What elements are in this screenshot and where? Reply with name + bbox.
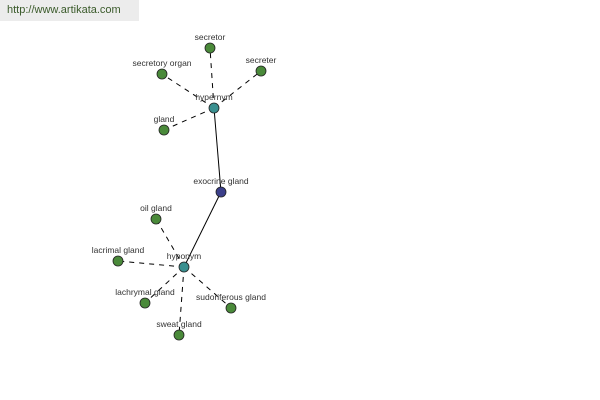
node-lacrimal-gland[interactable]: lacrimal gland	[92, 245, 145, 267]
node-label[interactable]: oil gland	[140, 203, 172, 213]
edge-hypernym-secreter	[213, 70, 262, 109]
node-circle[interactable]	[225, 302, 237, 314]
node-label[interactable]: secretor	[195, 32, 226, 42]
node-secretor[interactable]: secretor	[195, 32, 226, 54]
node-secreter[interactable]: secreter	[246, 55, 277, 77]
edge-hyponym-lachrymal_gland	[144, 266, 185, 304]
node-gland[interactable]: gland	[154, 114, 175, 136]
node-circle[interactable]	[112, 255, 124, 267]
node-circle[interactable]	[173, 329, 185, 341]
watermark-bar: http://www.artikata.com	[0, 0, 139, 21]
node-circle[interactable]	[178, 261, 190, 273]
node-circle[interactable]	[156, 68, 168, 80]
node-circle[interactable]	[208, 102, 220, 114]
node-circle[interactable]	[255, 65, 267, 77]
watermark-link[interactable]: http://www.artikata.com	[7, 4, 121, 16]
node-oil-gland[interactable]: oil gland	[140, 203, 172, 225]
node-sweat-gland[interactable]: sweat gland	[156, 319, 202, 341]
node-label[interactable]: sweat gland	[156, 319, 202, 329]
node-circle[interactable]	[204, 42, 216, 54]
node-sudoriferous-gland[interactable]: sudoriferous gland	[196, 292, 266, 314]
edge-hyponym-lacrimal_gland	[117, 260, 185, 268]
edge-hypernym-secretory_organ	[161, 73, 215, 109]
edge-exocrine-hypernym	[213, 107, 222, 193]
node-label[interactable]: gland	[154, 114, 175, 124]
node-label[interactable]: lachrymal gland	[115, 287, 175, 297]
node-label[interactable]: hyponym	[167, 251, 202, 261]
node-label[interactable]: sudoriferous gland	[196, 292, 266, 302]
node-secretory-organ[interactable]: secretory organ	[132, 58, 192, 80]
node-label[interactable]: hypernym	[195, 92, 232, 102]
node-circle[interactable]	[158, 124, 170, 136]
node-exocrine[interactable]: exocrine gland	[193, 176, 249, 198]
edge-exocrine-hyponym	[183, 191, 222, 268]
node-label[interactable]: lacrimal gland	[92, 245, 145, 255]
node-label[interactable]: secretory organ	[132, 58, 191, 68]
node-label[interactable]: exocrine gland	[193, 176, 249, 186]
node-circle[interactable]	[215, 186, 227, 198]
edge-hyponym-sudoriferous_gland	[183, 266, 232, 309]
node-circle[interactable]	[150, 213, 162, 225]
node-circle[interactable]	[139, 297, 151, 309]
node-lachrymal-gland[interactable]: lachrymal gland	[115, 287, 175, 309]
node-hypernym[interactable]: hypernym	[195, 92, 233, 114]
edge-hyponym-sweat_gland	[178, 266, 185, 336]
edge-hypernym-secretor	[209, 47, 215, 109]
node-hyponym[interactable]: hyponym	[167, 251, 202, 273]
node-label[interactable]: secreter	[246, 55, 277, 65]
